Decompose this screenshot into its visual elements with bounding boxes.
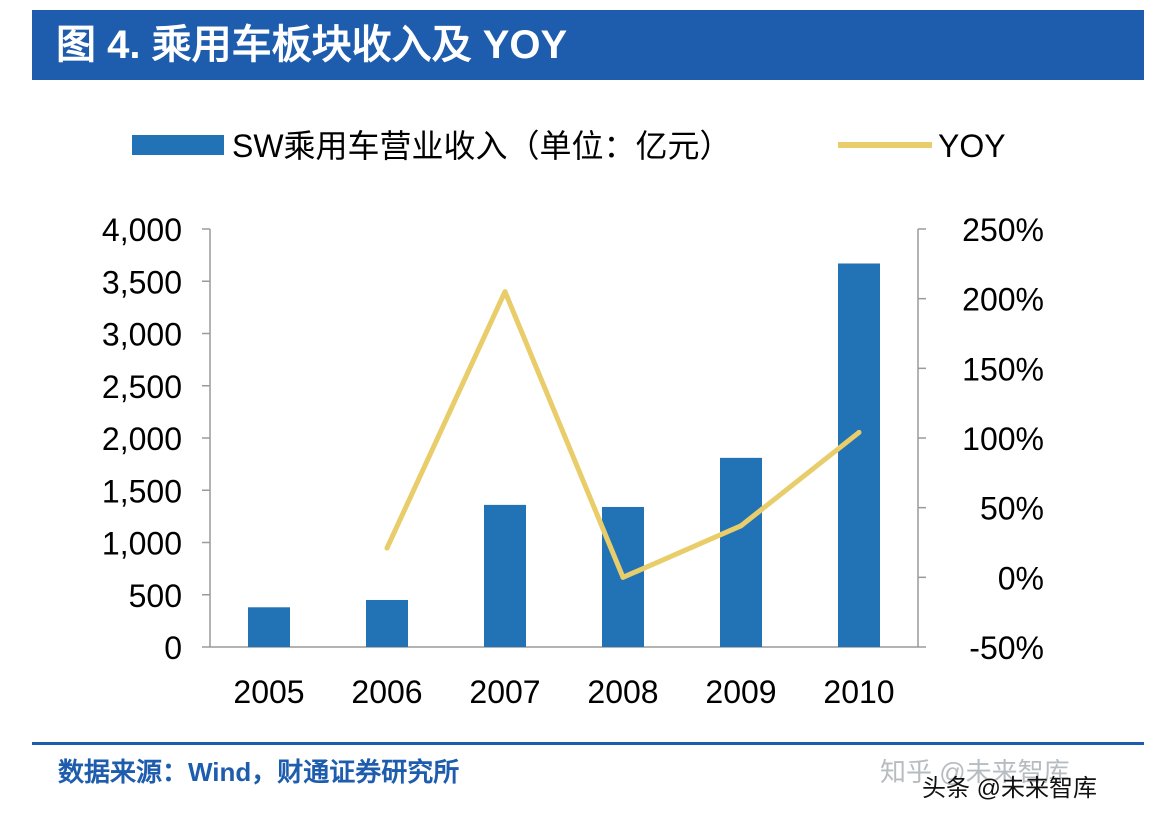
yoy-point — [502, 289, 508, 295]
yoy-point — [620, 574, 626, 580]
title-bar: 图 4. 乘用车板块收入及 YOY — [32, 10, 1144, 80]
yoy-point — [738, 523, 744, 529]
right-tick-label: 0% — [998, 560, 1044, 596]
left-tick-label: 4,000 — [102, 212, 182, 248]
legend: SW乘用车营业收入（单位：亿元） YOY — [132, 128, 1006, 164]
right-tick-label: 200% — [962, 282, 1044, 318]
right-tick-label: 50% — [980, 491, 1044, 527]
axes — [202, 228, 926, 648]
revenue-bar — [838, 263, 880, 647]
x-tick-label: 2009 — [705, 674, 776, 710]
left-tick-label: 500 — [129, 578, 182, 614]
left-tick-label: 2,000 — [102, 421, 182, 457]
watermark-zhihu: 知乎 @未来智库 — [880, 757, 1070, 787]
left-tick-label: 0 — [164, 630, 182, 666]
left-tick-label: 1,000 — [102, 526, 182, 562]
x-tick-label: 2006 — [351, 674, 422, 710]
footer-divider — [32, 742, 1144, 745]
chart-area: SW乘用车营业收入（单位：亿元） YOY 4,000 3,500 3,000 2,50… — [102, 128, 1044, 710]
right-tick-label: 100% — [962, 421, 1044, 457]
left-tick-label: 1,500 — [102, 473, 182, 509]
legend-swatch-revenue — [132, 135, 224, 155]
watermark-toutiao: 头条 @未来智库 — [922, 775, 1098, 802]
tick-labels: 4,000 3,500 3,000 2,500 2,000 1,500 1,000 500 0 2… — [102, 212, 1044, 710]
bar-series — [248, 263, 880, 647]
source-note: 数据来源：Wind，财通证券研究所 — [58, 757, 460, 787]
yoy-point — [856, 429, 862, 435]
revenue-bar — [248, 607, 290, 647]
right-tick-label: -50% — [969, 630, 1044, 666]
x-tick-label: 2008 — [587, 674, 658, 710]
legend-label-revenue: SW乘用车营业收入（单位：亿元） — [232, 128, 732, 164]
left-tick-label: 3,500 — [102, 264, 182, 300]
x-tick-label: 2010 — [823, 674, 894, 710]
right-tick-label: 250% — [962, 212, 1044, 248]
x-tick-label: 2005 — [233, 674, 304, 710]
revenue-bar — [484, 504, 526, 647]
left-tick-label: 3,000 — [102, 317, 182, 353]
left-tick-label: 2,500 — [102, 369, 182, 405]
revenue-bar — [720, 457, 762, 647]
right-tick-label: 150% — [962, 351, 1044, 387]
yoy-series — [384, 289, 862, 580]
x-tick-label: 2007 — [469, 674, 540, 710]
legend-label-yoy: YOY — [938, 128, 1006, 164]
yoy-point — [384, 545, 390, 551]
revenue-bar — [366, 599, 408, 647]
chart-title: 图 4. 乘用车板块收入及 YOY — [56, 23, 568, 67]
